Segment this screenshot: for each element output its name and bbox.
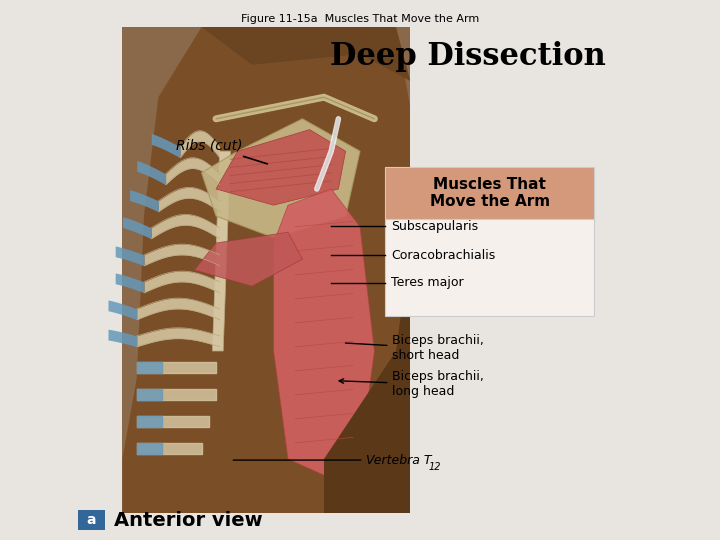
Polygon shape bbox=[212, 151, 230, 351]
Text: Ribs (cut): Ribs (cut) bbox=[176, 139, 267, 164]
Polygon shape bbox=[274, 189, 374, 475]
Text: Muscles That
Move the Arm: Muscles That Move the Arm bbox=[430, 177, 549, 209]
Polygon shape bbox=[324, 243, 410, 513]
Text: Vertebra T: Vertebra T bbox=[366, 454, 431, 467]
Polygon shape bbox=[122, 27, 410, 513]
Text: Anterior view: Anterior view bbox=[114, 510, 262, 530]
Text: 12: 12 bbox=[428, 462, 441, 472]
Text: Subscapularis: Subscapularis bbox=[391, 220, 478, 233]
Text: Figure 11-15a  Muscles That Move the Arm: Figure 11-15a Muscles That Move the Arm bbox=[241, 14, 479, 24]
Polygon shape bbox=[194, 232, 302, 286]
Polygon shape bbox=[122, 27, 410, 513]
FancyBboxPatch shape bbox=[385, 167, 594, 219]
Text: Deep Dissection: Deep Dissection bbox=[330, 40, 606, 71]
Polygon shape bbox=[202, 119, 360, 238]
Polygon shape bbox=[202, 27, 410, 81]
FancyBboxPatch shape bbox=[78, 510, 105, 530]
Text: a: a bbox=[86, 513, 96, 527]
Polygon shape bbox=[216, 130, 346, 205]
FancyBboxPatch shape bbox=[385, 219, 594, 316]
Text: Teres major: Teres major bbox=[391, 276, 464, 289]
Text: Coracobrachialis: Coracobrachialis bbox=[391, 249, 495, 262]
Text: Biceps brachii,
short head: Biceps brachii, short head bbox=[346, 334, 485, 362]
Text: Biceps brachii,
long head: Biceps brachii, long head bbox=[339, 370, 485, 399]
Bar bbox=[410, 27, 720, 513]
